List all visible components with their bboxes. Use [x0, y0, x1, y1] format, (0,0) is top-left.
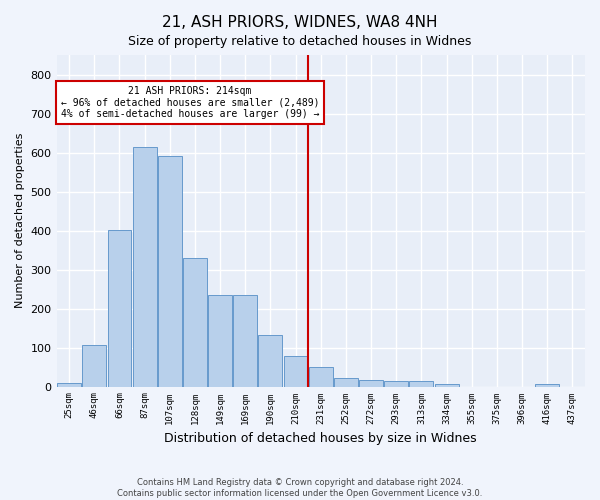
- Bar: [259, 334, 283, 386]
- Bar: [309, 367, 333, 386]
- Bar: [385, 381, 408, 386]
- Bar: [183, 258, 207, 386]
- Bar: [233, 295, 257, 386]
- Text: 21, ASH PRIORS, WIDNES, WA8 4NH: 21, ASH PRIORS, WIDNES, WA8 4NH: [162, 15, 438, 30]
- Text: Contains HM Land Registry data © Crown copyright and database right 2024.
Contai: Contains HM Land Registry data © Crown c…: [118, 478, 482, 498]
- Bar: [158, 156, 182, 386]
- Bar: [133, 146, 157, 386]
- Bar: [535, 384, 559, 386]
- Bar: [409, 381, 433, 386]
- Y-axis label: Number of detached properties: Number of detached properties: [15, 133, 25, 308]
- Bar: [208, 295, 232, 386]
- Text: Size of property relative to detached houses in Widnes: Size of property relative to detached ho…: [128, 35, 472, 48]
- Bar: [434, 384, 458, 386]
- X-axis label: Distribution of detached houses by size in Widnes: Distribution of detached houses by size …: [164, 432, 477, 445]
- Bar: [359, 380, 383, 386]
- Bar: [334, 378, 358, 386]
- Bar: [284, 356, 308, 386]
- Text: 21 ASH PRIORS: 214sqm
← 96% of detached houses are smaller (2,489)
4% of semi-de: 21 ASH PRIORS: 214sqm ← 96% of detached …: [61, 86, 319, 120]
- Bar: [57, 384, 81, 386]
- Bar: [107, 230, 131, 386]
- Bar: [82, 345, 106, 387]
